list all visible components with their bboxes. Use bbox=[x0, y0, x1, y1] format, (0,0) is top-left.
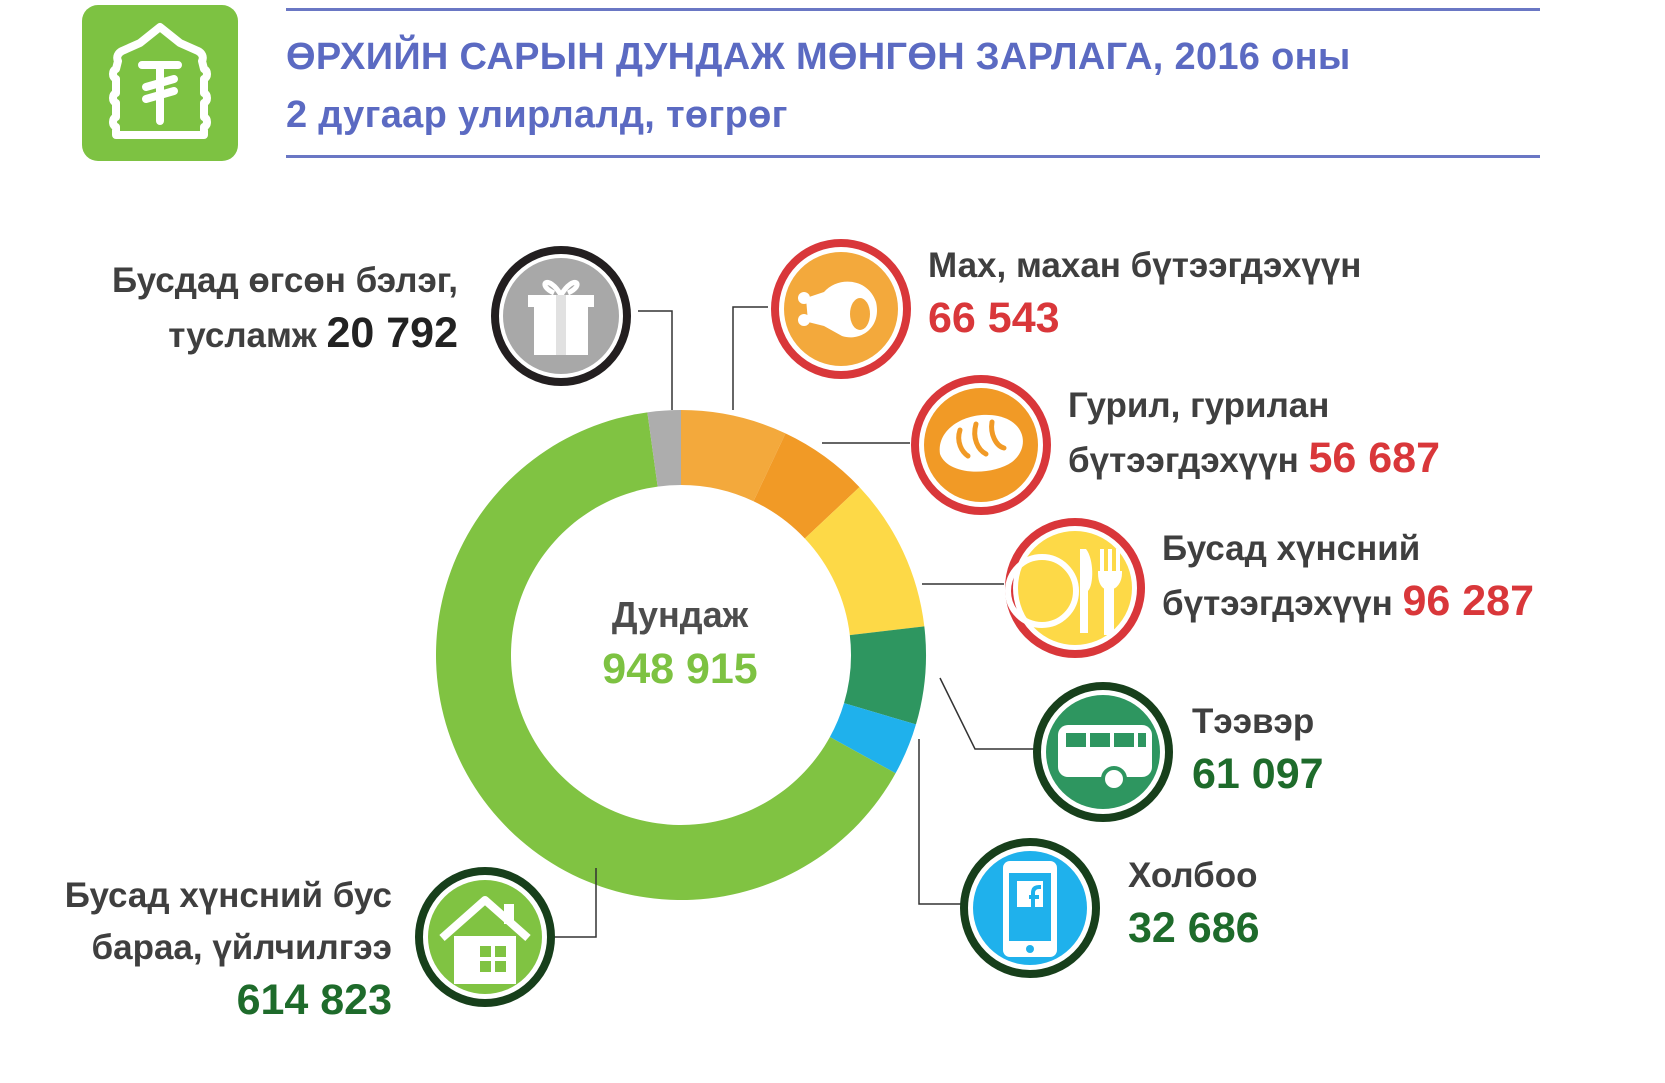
value-nonfood: 614 823 bbox=[236, 976, 392, 1024]
label-comm: Холбоо 32 686 bbox=[1128, 850, 1260, 954]
donut-slice-3 bbox=[844, 626, 926, 725]
connector-meat bbox=[732, 306, 768, 410]
donut-slice-0 bbox=[681, 410, 786, 502]
label-gift-line2: тусламж bbox=[168, 316, 317, 355]
logo bbox=[82, 5, 238, 161]
label-nonfood: Бусад хүнсний бус бараа, үйлчилгээ 614 8… bbox=[20, 870, 392, 1026]
label-food-line1: Бусад хүнсний bbox=[1162, 529, 1421, 568]
plate-cutlery-icon bbox=[1005, 518, 1145, 658]
house-icon bbox=[415, 867, 555, 1007]
label-flour: Гурил, гурилан бүтээгдэхүүн 56 687 bbox=[1068, 380, 1440, 487]
label-transport-line1: Тээвэр bbox=[1192, 702, 1315, 741]
donut-slice-6 bbox=[647, 410, 681, 487]
label-gift-line1: Бусдад өгсөн бэлэг, bbox=[112, 261, 458, 300]
label-flour-line2-row: бүтээгдэхүүн 56 687 bbox=[1068, 432, 1440, 487]
label-flour-line1: Гурил, гурилан bbox=[1068, 386, 1330, 425]
label-nonfood-line2: бараа, үйлчилгээ bbox=[91, 928, 393, 967]
value-food: 96 287 bbox=[1402, 577, 1535, 625]
value-meat: 66 543 bbox=[928, 294, 1060, 342]
label-gift-line2-row: тусламж 20 792 bbox=[60, 307, 458, 362]
value-transport: 61 097 bbox=[1192, 750, 1324, 798]
label-food: Бусад хүнсний бүтээгдэхүүн 96 287 bbox=[1162, 523, 1534, 630]
donut-slice-1 bbox=[753, 433, 860, 539]
label-comm-line1: Холбоо bbox=[1128, 856, 1258, 895]
donut-slice-4 bbox=[829, 703, 916, 774]
value-comm: 32 686 bbox=[1128, 904, 1260, 952]
donut-slice-2 bbox=[804, 487, 925, 636]
label-meat-line1: Мах, махан бүтээгдэхүүн bbox=[928, 246, 1362, 285]
value-gift: 20 792 bbox=[326, 309, 458, 357]
label-nonfood-line1: Бусад хүнсний бус bbox=[64, 876, 392, 915]
ger-tugrik-icon bbox=[109, 23, 211, 139]
title-line-2: 2 дугаар улирлалд, төгрөг bbox=[286, 94, 788, 136]
center-label: Дундаж bbox=[611, 594, 749, 635]
meat-icon bbox=[771, 239, 911, 379]
header-rule-top bbox=[286, 8, 1540, 11]
connector-gift bbox=[638, 310, 673, 410]
connector-transport bbox=[939, 677, 1040, 750]
label-flour-line2: бүтээгдэхүүн bbox=[1068, 441, 1299, 480]
page-title: ӨРХИЙН САРЫН ДУНДАЖ МӨНГӨН ЗАРЛАГА, 2016… bbox=[286, 28, 1586, 144]
label-food-line2: бүтээгдэхүүн bbox=[1162, 584, 1393, 623]
bread-icon bbox=[911, 375, 1051, 515]
label-food-line2-row: бүтээгдэхүүн 96 287 bbox=[1162, 575, 1534, 630]
smartphone-facebook-icon bbox=[960, 838, 1100, 978]
label-transport: Тээвэр 61 097 bbox=[1192, 696, 1324, 800]
donut-slice-5 bbox=[435, 412, 896, 901]
value-flour: 56 687 bbox=[1308, 434, 1441, 482]
title-line-1: ӨРХИЙН САРЫН ДУНДАЖ МӨНГӨН ЗАРЛАГА, 2016… bbox=[286, 36, 1351, 78]
header-rule-bottom bbox=[286, 155, 1540, 158]
connector-lines bbox=[554, 306, 1040, 938]
bus-icon bbox=[1033, 682, 1173, 822]
label-gift: Бусдад өгсөн бэлэг, тусламж 20 792 bbox=[60, 255, 458, 362]
connector-comm bbox=[918, 739, 962, 905]
label-meat: Мах, махан бүтээгдэхүүн 66 543 bbox=[928, 240, 1361, 344]
gift-icon bbox=[491, 246, 631, 386]
center-value: 948 915 bbox=[602, 645, 758, 693]
connector-nonfood bbox=[554, 868, 597, 938]
